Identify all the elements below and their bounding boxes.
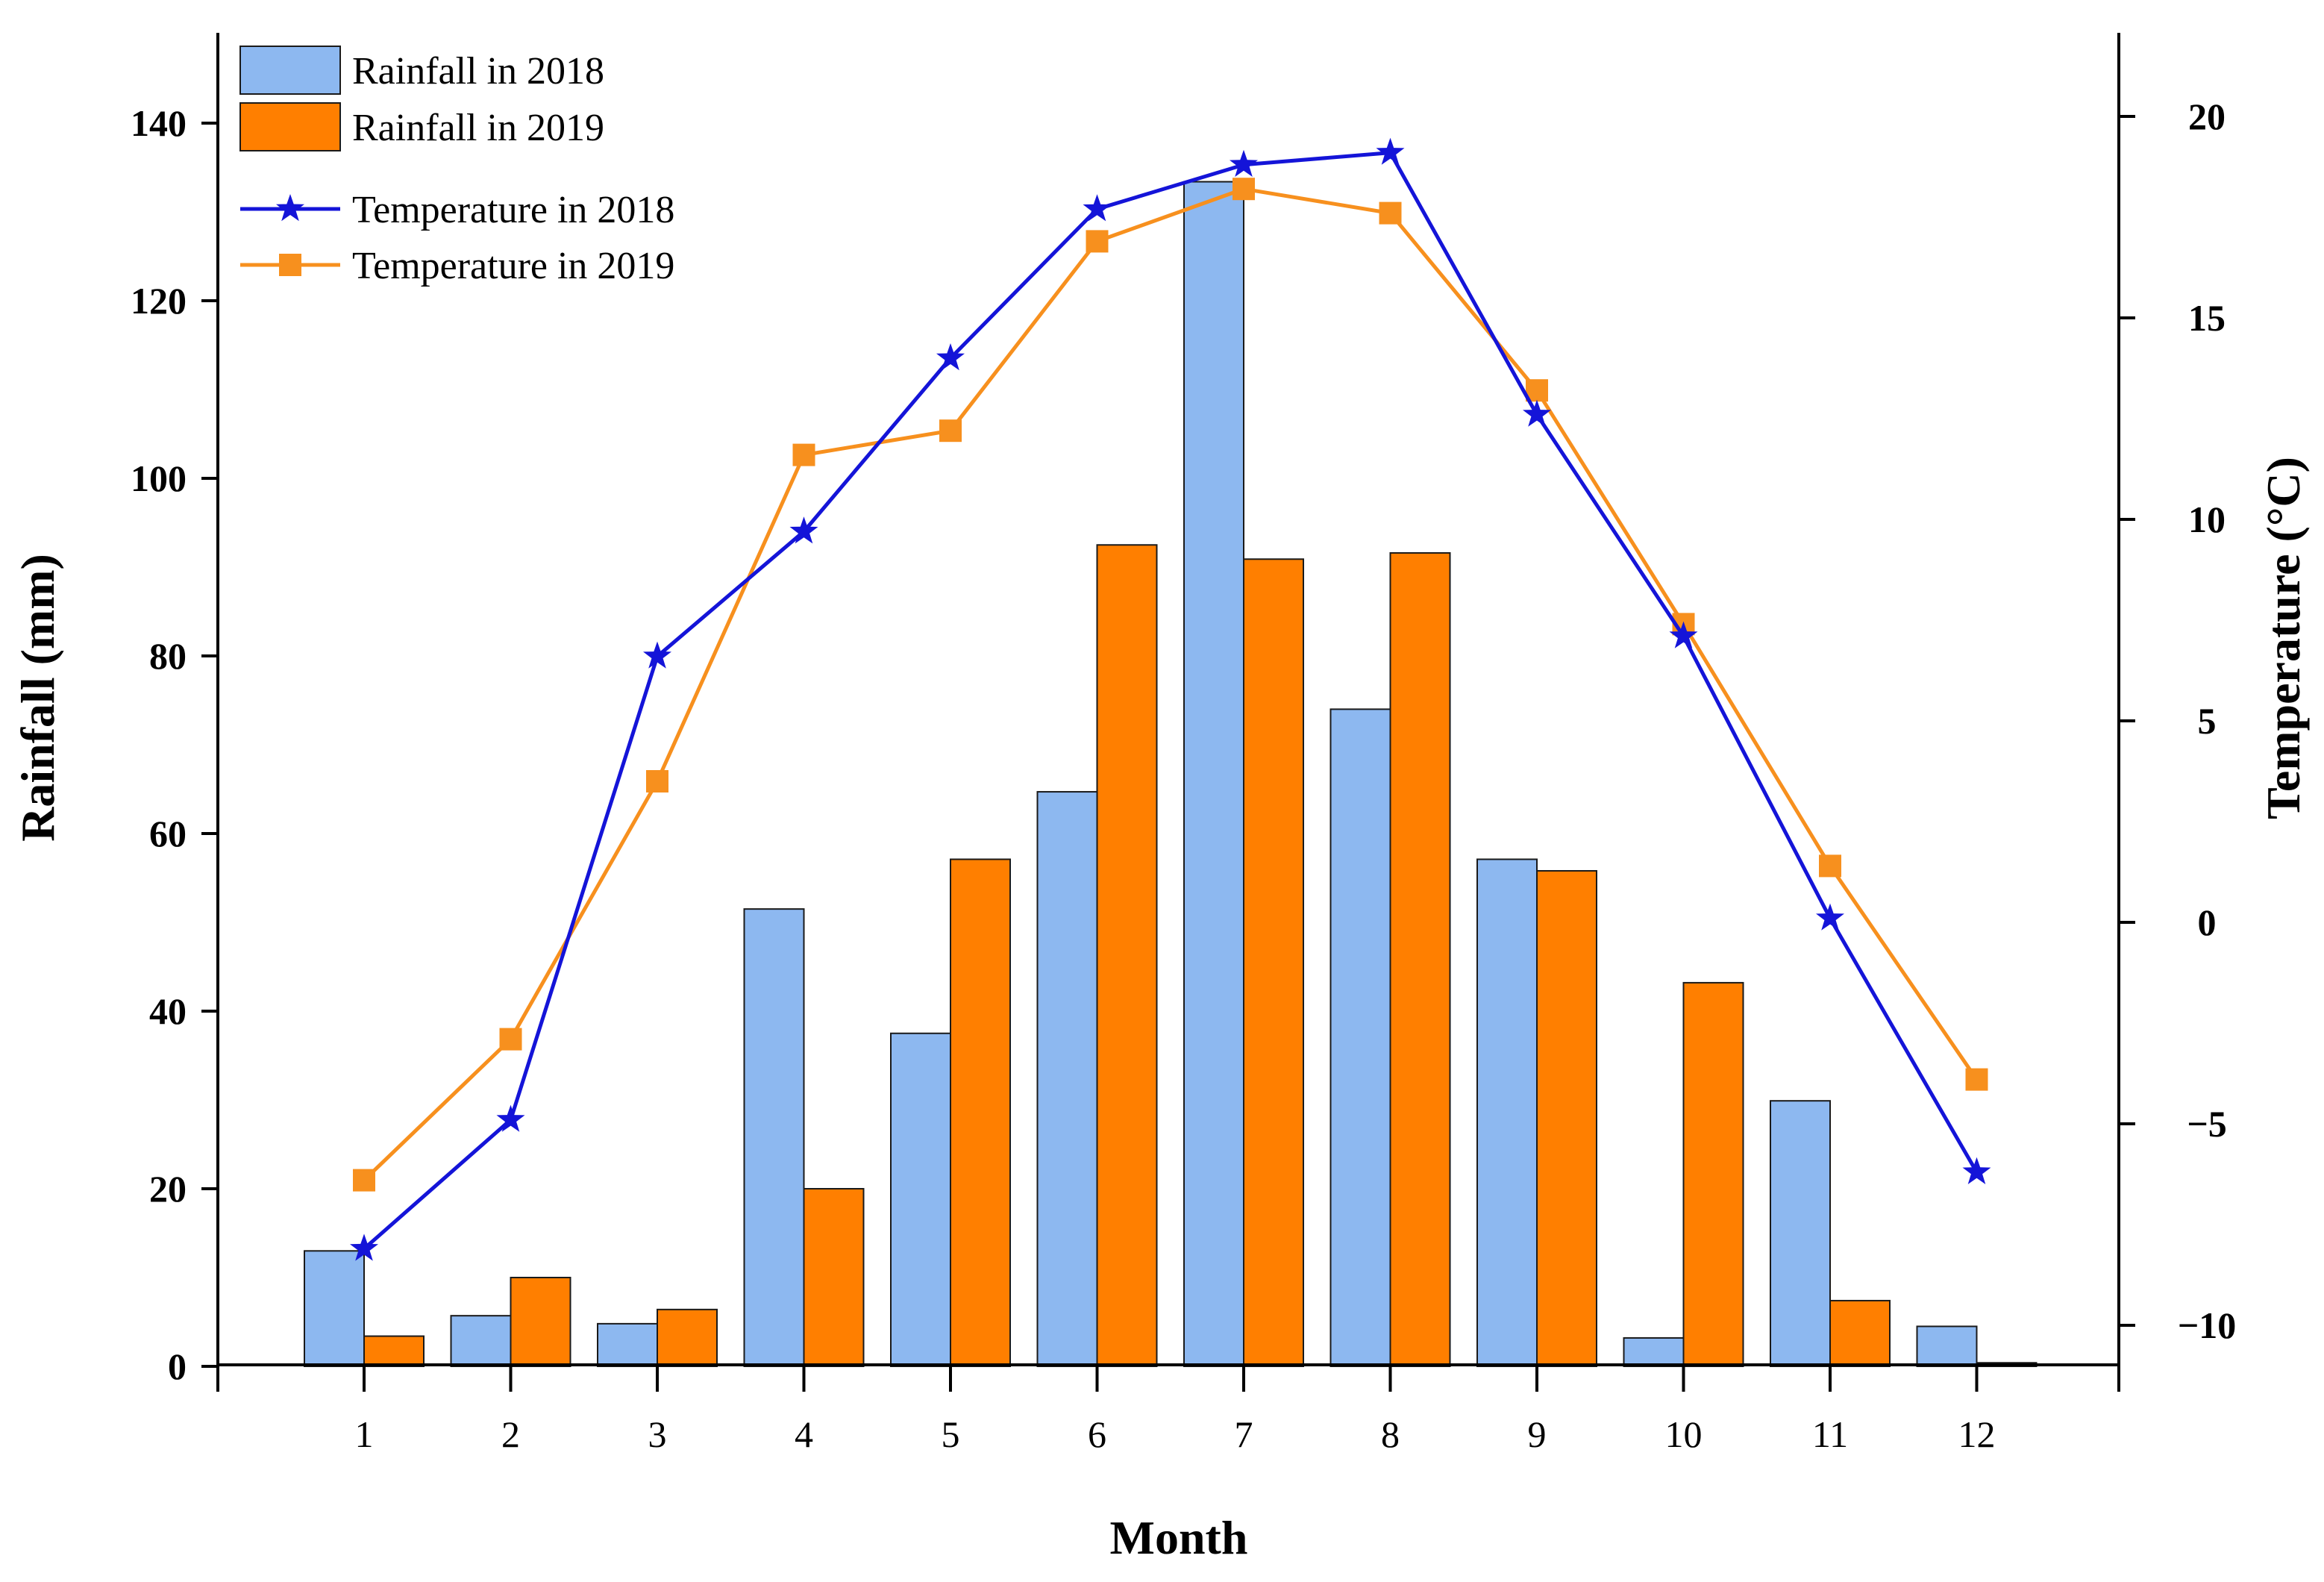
bar-rainfall-2018-9: [1476, 858, 1538, 1367]
temperature-2018-point-11: [1816, 903, 1844, 931]
axes: [201, 33, 2135, 1392]
bar-rainfall-2018-3: [597, 1322, 658, 1368]
bar-rainfall-2018-11: [1770, 1100, 1831, 1367]
bar-rainfall-2018-1: [304, 1250, 365, 1368]
legend-item-1-swatch: [239, 46, 341, 95]
y-tick-label-80: 80: [149, 635, 187, 677]
temperature-2018-point-6: [1083, 194, 1112, 222]
bar-rainfall-2019-11: [1829, 1299, 1891, 1367]
bar-rainfall-2019-3: [657, 1308, 718, 1367]
x-tick-label-5: 5: [942, 1413, 960, 1455]
bar-rainfall-2019-2: [510, 1277, 571, 1367]
bar-rainfall-2019-1: [363, 1335, 425, 1368]
temperature-2019-point-8: [1379, 201, 1402, 225]
y2-axis-title: Temperature (°C): [2257, 457, 2310, 819]
temperature-2018-point-4: [789, 516, 818, 544]
temperature-2018-point-2: [496, 1104, 525, 1132]
y-tick-label-60: 60: [149, 813, 187, 854]
y2-tick-label-3: 5: [2198, 700, 2217, 742]
x-tick-label-1: 1: [355, 1413, 374, 1455]
y2-tick-label-0: −10: [2178, 1304, 2237, 1346]
temperature-2018-line: [363, 151, 1979, 1251]
bar-rainfall-2018-10: [1623, 1336, 1685, 1368]
x-tick-label-11: 11: [1812, 1413, 1848, 1455]
y-tick-label-140: 140: [131, 102, 187, 144]
bar-rainfall-2019-5: [950, 858, 1011, 1367]
legend-item-1-label: Rainfall in 2018: [352, 50, 604, 93]
bar-rainfall-2018-7: [1183, 181, 1244, 1367]
x-tick-label-4: 4: [795, 1413, 813, 1455]
x-tick-label-3: 3: [648, 1413, 667, 1455]
temperature-lines: [350, 137, 1991, 1261]
temperature-2019-point-1: [353, 1169, 375, 1192]
x-axis-title: Month: [1110, 1511, 1248, 1564]
x-tick-label-10: 10: [1665, 1413, 1703, 1455]
legend-item-3-swatch-marker: [276, 194, 304, 222]
temperature-2019-point-7: [1233, 178, 1255, 201]
temperature-2018-point-1: [350, 1234, 378, 1261]
y-tick-label-40: 40: [149, 990, 187, 1032]
bar-rainfall-2019-9: [1536, 869, 1597, 1367]
bar-rainfall-2018-6: [1036, 791, 1098, 1367]
legend: Rainfall in 2018 Rainfall in 2019 Temperat…: [239, 46, 674, 287]
bar-rainfall-2018-2: [450, 1315, 512, 1368]
temperature-2018-point-3: [643, 641, 671, 669]
y2-tick-label-1: −5: [2187, 1103, 2227, 1145]
temperature-2019-point-11: [1819, 854, 1841, 878]
temperature-2019-point-5: [939, 419, 962, 443]
legend-item-4-label: Temperature in 2019: [352, 245, 674, 287]
temperature-2019-point-6: [1086, 230, 1109, 253]
bar-rainfall-2018-4: [743, 908, 805, 1367]
bar-rainfall-2019-10: [1682, 981, 1744, 1368]
legend-item-3-label: Temperature in 2018: [352, 189, 674, 231]
x-tick-label-9: 9: [1528, 1413, 1547, 1455]
y-tick-label-20: 20: [149, 1168, 187, 1210]
legend-item-4-swatch-marker: [279, 254, 301, 276]
rainfall-bars: [304, 181, 2038, 1368]
y-tick-label-120: 120: [131, 280, 187, 322]
temperature-2019-point-4: [792, 443, 815, 466]
bar-rainfall-2019-8: [1389, 551, 1451, 1368]
x-tick-label-6: 6: [1088, 1413, 1106, 1455]
bar-rainfall-2019-7: [1243, 558, 1304, 1367]
bar-rainfall-2018-8: [1329, 708, 1391, 1367]
temperature-2019-point-2: [499, 1028, 522, 1051]
x-tick-label-8: 8: [1381, 1413, 1400, 1455]
y2-tick-label-6: 20: [2188, 96, 2226, 137]
temperature-2018-point-7: [1230, 149, 1258, 177]
bar-rainfall-2018-12: [1916, 1325, 1978, 1367]
legend-item-2-swatch: [239, 102, 341, 151]
temperature-2018-point-9: [1523, 399, 1551, 427]
y2-tick-label-2: 0: [2198, 901, 2217, 943]
temperature-2019-point-12: [1965, 1068, 1988, 1091]
y2-tick-label-5: 15: [2188, 297, 2226, 339]
temperature-2018-point-8: [1376, 137, 1405, 165]
y2-tick-label-4: 10: [2188, 498, 2226, 540]
bar-rainfall-2019-6: [1096, 544, 1158, 1367]
y-axis-title: Rainfall (mm): [11, 554, 64, 842]
x-tick-label-7: 7: [1235, 1413, 1253, 1455]
bar-rainfall-2018-5: [890, 1032, 951, 1367]
legend-item-2-label: Rainfall in 2019: [352, 107, 604, 149]
temperature-2018-point-10: [1669, 621, 1698, 648]
temperature-2019-point-3: [646, 770, 668, 792]
x-tick-label-2: 2: [501, 1413, 520, 1455]
temperature-2019-line: [363, 187, 1979, 1182]
y-tick-label-100: 100: [131, 457, 187, 499]
x-tick-label-12: 12: [1958, 1413, 1996, 1455]
y-tick-label-0: 0: [168, 1345, 187, 1387]
bar-rainfall-2019-4: [803, 1188, 865, 1367]
temperature-2018-point-12: [1962, 1157, 1991, 1184]
temperature-2018-point-5: [936, 343, 965, 371]
